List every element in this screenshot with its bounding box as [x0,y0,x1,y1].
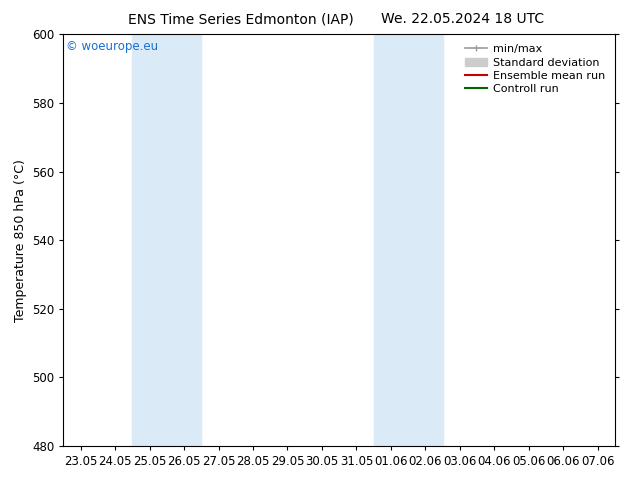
Text: © woeurope.eu: © woeurope.eu [66,41,158,53]
Bar [133,34,202,446]
Y-axis label: Temperature 850 hPa (°C): Temperature 850 hPa (°C) [13,159,27,321]
Text: ENS Time Series Edmonton (IAP): ENS Time Series Edmonton (IAP) [128,12,354,26]
Text: We. 22.05.2024 18 UTC: We. 22.05.2024 18 UTC [381,12,545,26]
Bar [373,34,443,446]
Legend: min/max, Standard deviation, Ensemble mean run, Controll run: min/max, Standard deviation, Ensemble me… [460,40,609,99]
